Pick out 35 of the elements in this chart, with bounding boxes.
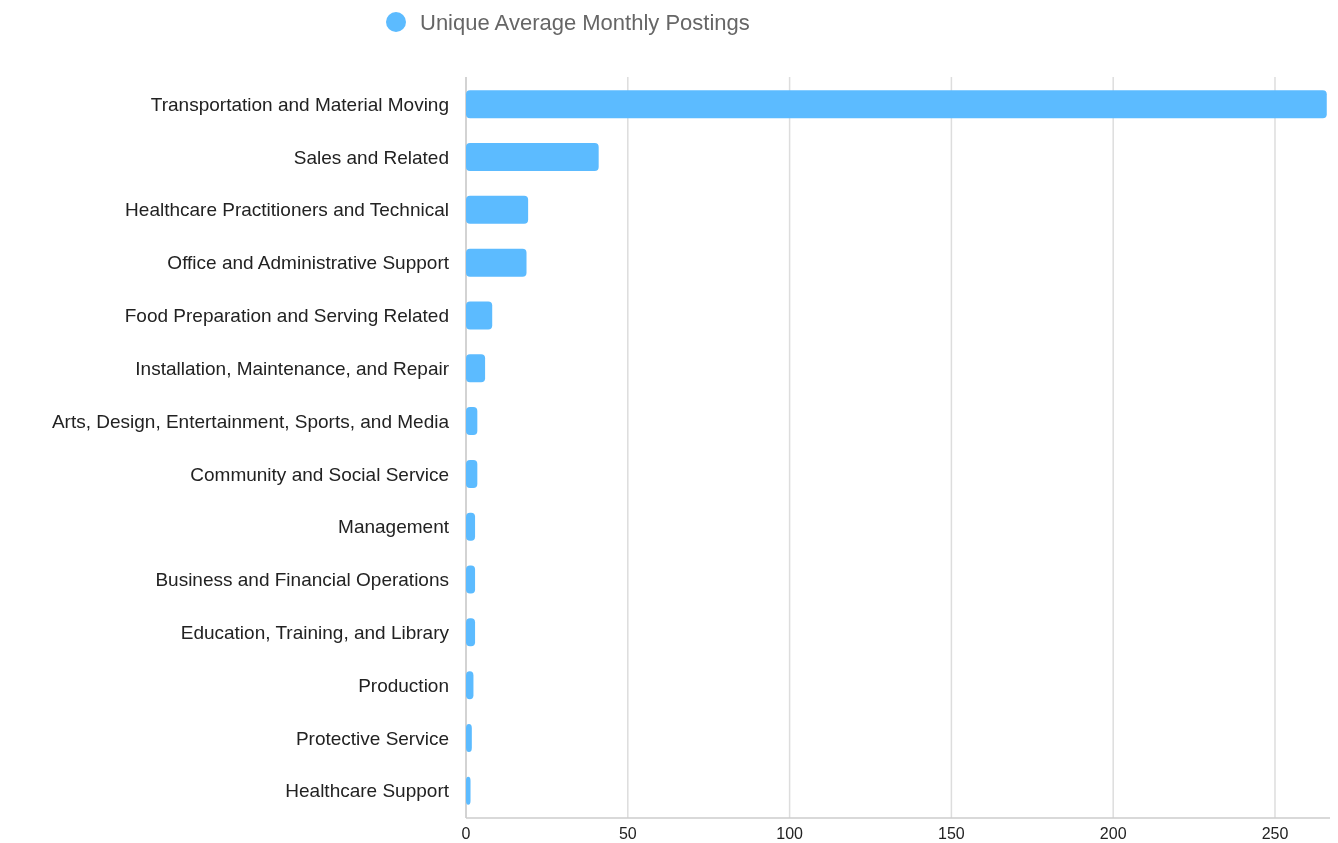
x-tick-label: 250 [1261, 825, 1289, 842]
bar [466, 248, 527, 277]
bar [466, 618, 476, 647]
bar [466, 459, 478, 488]
y-tick-label: Business and Financial Operations [155, 569, 449, 591]
bar [466, 354, 486, 383]
y-tick-label: Community and Social Service [190, 463, 449, 485]
y-tick-label: Healthcare Support [285, 780, 450, 802]
bar [466, 195, 529, 224]
y-tick-label: Education, Training, and Library [180, 622, 450, 643]
legend-label: Unique Average Monthly Postings [420, 9, 750, 35]
bar [466, 723, 472, 752]
y-tick-label: Production [358, 674, 449, 696]
bar [466, 301, 493, 330]
y-tick-label: Installation, Maintenance, and Repair [135, 357, 450, 379]
bar [466, 565, 476, 594]
y-tick-label: Food Preparation and Serving Related [124, 305, 449, 327]
bar [466, 776, 471, 805]
bar [466, 90, 1327, 119]
y-tick-label: Office and Administrative Support [167, 252, 450, 274]
y-tick-label: Arts, Design, Entertainment, Sports, and Media [51, 410, 450, 432]
x-tick-label: 150 [938, 825, 965, 842]
bar [466, 671, 474, 700]
y-tick-label: Sales and Related [293, 146, 449, 168]
x-tick-label: 100 [776, 825, 804, 842]
y-tick-label: Healthcare Practitioners and Technical [125, 199, 449, 221]
x-tick-label: 0 [461, 825, 471, 842]
bar [466, 512, 476, 541]
y-tick-label: Protective Service [295, 727, 449, 749]
y-tick-label: Transportation and Material Moving [150, 93, 449, 115]
x-tick-label: 200 [1099, 825, 1127, 842]
y-tick-label: Management [338, 516, 450, 538]
bar [466, 143, 599, 172]
x-tick-label: 50 [618, 825, 637, 842]
bar [466, 407, 478, 436]
